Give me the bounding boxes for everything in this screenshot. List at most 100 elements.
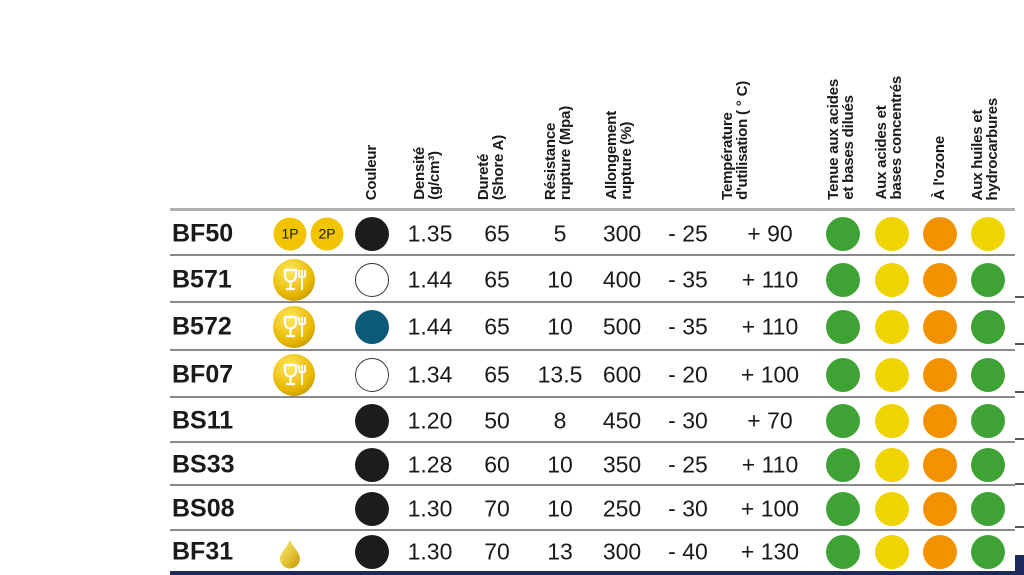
rating-dot-orange xyxy=(923,447,957,482)
value-densite: 1.44 xyxy=(407,266,453,292)
header-acides-dilues: Tenue aux acides et bases dilués xyxy=(825,79,857,200)
rating-dot-green xyxy=(826,262,860,297)
header-divider xyxy=(170,208,1015,211)
value-durete: 70 xyxy=(484,538,510,565)
value-resistance: 13 xyxy=(547,538,573,565)
bottom-bar xyxy=(170,571,1015,575)
value-resistance: 10 xyxy=(547,495,573,521)
rating-dot-yellow xyxy=(971,216,1005,251)
rating-dot-yellow xyxy=(875,262,909,297)
value-tmax: + 90 xyxy=(747,220,793,246)
value-allongement: 400 xyxy=(602,266,642,292)
value-durete: 65 xyxy=(484,313,510,340)
value-allongement: 300 xyxy=(602,220,642,246)
row-divider xyxy=(170,441,1015,443)
rating-dot-yellow xyxy=(875,403,909,438)
rating-dot-orange xyxy=(923,491,957,526)
row-divider xyxy=(170,301,1015,303)
value-durete: 65 xyxy=(484,361,510,387)
color-swatch xyxy=(355,491,389,526)
row-divider xyxy=(170,396,1015,398)
value-tmax: + 110 xyxy=(741,313,799,340)
rating-dot-green xyxy=(826,447,860,482)
header-allongement: Allongement rupture (%) xyxy=(603,111,635,200)
rating-dot-green xyxy=(826,403,860,438)
table-row: BF31 1.30 70 13 300 - 40 + 130 xyxy=(170,531,1015,573)
rating-dot-orange xyxy=(923,357,957,392)
row-divider xyxy=(170,484,1015,486)
table-row: B572 1.44 65 10 500 - 35 + 110 xyxy=(170,303,1015,351)
corner-block xyxy=(1015,555,1024,575)
value-durete: 50 xyxy=(484,407,510,433)
value-densite: 1.20 xyxy=(407,407,453,433)
header-temperature: Température d'utilisation ( ° C) xyxy=(719,81,751,200)
product-name: BS11 xyxy=(172,406,234,434)
color-swatch xyxy=(355,403,389,438)
color-swatch xyxy=(355,216,389,251)
table-row: BS33 1.28 60 10 350 - 25 + 110 xyxy=(170,443,1015,486)
value-densite: 1.34 xyxy=(407,361,453,387)
product-name: B572 xyxy=(172,312,232,341)
rating-dot-yellow xyxy=(875,447,909,482)
value-tmax: + 100 xyxy=(740,495,800,521)
value-durete: 70 xyxy=(484,495,510,521)
rating-dot-orange xyxy=(923,403,957,438)
rating-dot-green xyxy=(826,535,860,569)
header-acides-concentres: Aux acides et bases concentrés xyxy=(873,76,905,200)
value-resistance: 5 xyxy=(553,220,567,246)
table-row: BF07 1.34 65 13.5 600 - 20 + 100 xyxy=(170,351,1015,398)
value-tmax: + 110 xyxy=(741,451,799,477)
header-resistance: Résistance rupture (Mpa) xyxy=(542,105,574,200)
value-tmax: + 110 xyxy=(741,266,799,292)
header-couleur: Couleur xyxy=(363,144,380,200)
rating-dot-yellow xyxy=(875,357,909,392)
color-swatch xyxy=(355,357,389,392)
product-name: BF07 xyxy=(172,360,234,388)
product-name: BS33 xyxy=(172,450,235,478)
value-resistance: 13.5 xyxy=(537,361,583,387)
value-tmin: - 35 xyxy=(668,266,708,292)
rating-dot-orange xyxy=(923,310,957,344)
rating-dot-yellow xyxy=(875,491,909,526)
table-row: BS08 1.30 70 10 250 - 30 + 100 xyxy=(170,486,1015,531)
value-allongement: 250 xyxy=(602,495,642,521)
rating-dot-green xyxy=(971,535,1005,569)
food-contact-icon xyxy=(273,353,315,396)
product-name: BS08 xyxy=(172,494,235,522)
product-name: BF50 xyxy=(172,219,234,247)
value-tmin: - 30 xyxy=(668,495,708,521)
value-durete: 65 xyxy=(484,266,510,292)
rating-dot-yellow xyxy=(875,310,909,344)
food-contact-icon xyxy=(273,306,315,348)
rating-dot-orange xyxy=(923,535,957,569)
rating-dot-yellow xyxy=(875,535,909,569)
header-durete: Dureté (Shore A) xyxy=(475,134,507,200)
value-densite: 1.28 xyxy=(407,451,453,477)
value-densite: 1.44 xyxy=(407,313,453,340)
value-resistance: 10 xyxy=(547,266,573,292)
rating-dot-green xyxy=(826,491,860,526)
row-tick xyxy=(1015,483,1024,485)
value-allongement: 450 xyxy=(602,407,642,433)
rating-dot-green xyxy=(971,357,1005,392)
value-tmin: - 30 xyxy=(668,407,708,433)
value-resistance: 10 xyxy=(547,313,573,340)
rating-dot-green xyxy=(971,447,1005,482)
color-swatch xyxy=(355,535,389,569)
row-tick xyxy=(1015,526,1024,528)
header-densite: Densité (g/cm³) xyxy=(411,147,443,200)
value-resistance: 10 xyxy=(547,451,573,477)
value-densite: 1.30 xyxy=(407,495,453,521)
rating-dot-orange xyxy=(923,216,957,251)
table-row: BS11 1.20 50 8 450 - 30 + 70 xyxy=(170,398,1015,443)
row-tick xyxy=(1015,391,1024,393)
product-name: B571 xyxy=(172,265,232,293)
value-resistance: 8 xyxy=(553,407,567,433)
rating-dot-green xyxy=(826,357,860,392)
row-tick xyxy=(1015,296,1024,298)
rating-dot-green xyxy=(971,262,1005,297)
row-divider xyxy=(170,254,1015,256)
row-divider xyxy=(170,529,1015,531)
value-allongement: 600 xyxy=(602,361,642,387)
value-densite: 1.35 xyxy=(407,220,453,246)
